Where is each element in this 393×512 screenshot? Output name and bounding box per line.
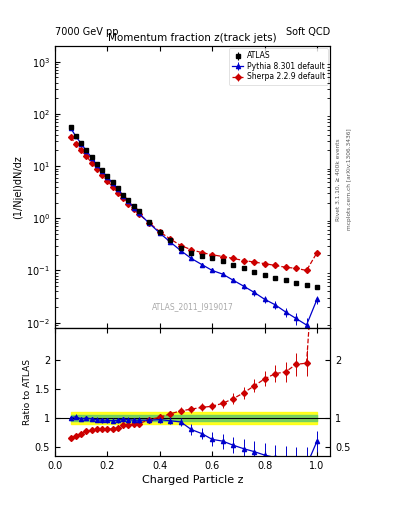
Y-axis label: Ratio to ATLAS: Ratio to ATLAS [23,359,32,424]
Text: mcplots.cern.ch [arXiv:1306.3436]: mcplots.cern.ch [arXiv:1306.3436] [347,129,352,230]
Text: Soft QCD: Soft QCD [286,27,330,37]
Text: ATLAS_2011_I919017: ATLAS_2011_I919017 [152,302,233,311]
Title: Momentum fraction z(track jets): Momentum fraction z(track jets) [108,33,277,42]
Text: 7000 GeV pp: 7000 GeV pp [55,27,119,37]
X-axis label: Charged Particle z: Charged Particle z [142,475,243,485]
Y-axis label: (1/Njel)dN/dz: (1/Njel)dN/dz [13,155,24,219]
Text: Rivet 3.1.10, ≥ 400k events: Rivet 3.1.10, ≥ 400k events [336,138,341,221]
Legend: ATLAS, Pythia 8.301 default, Sherpa 2.2.9 default: ATLAS, Pythia 8.301 default, Sherpa 2.2.… [229,48,328,84]
